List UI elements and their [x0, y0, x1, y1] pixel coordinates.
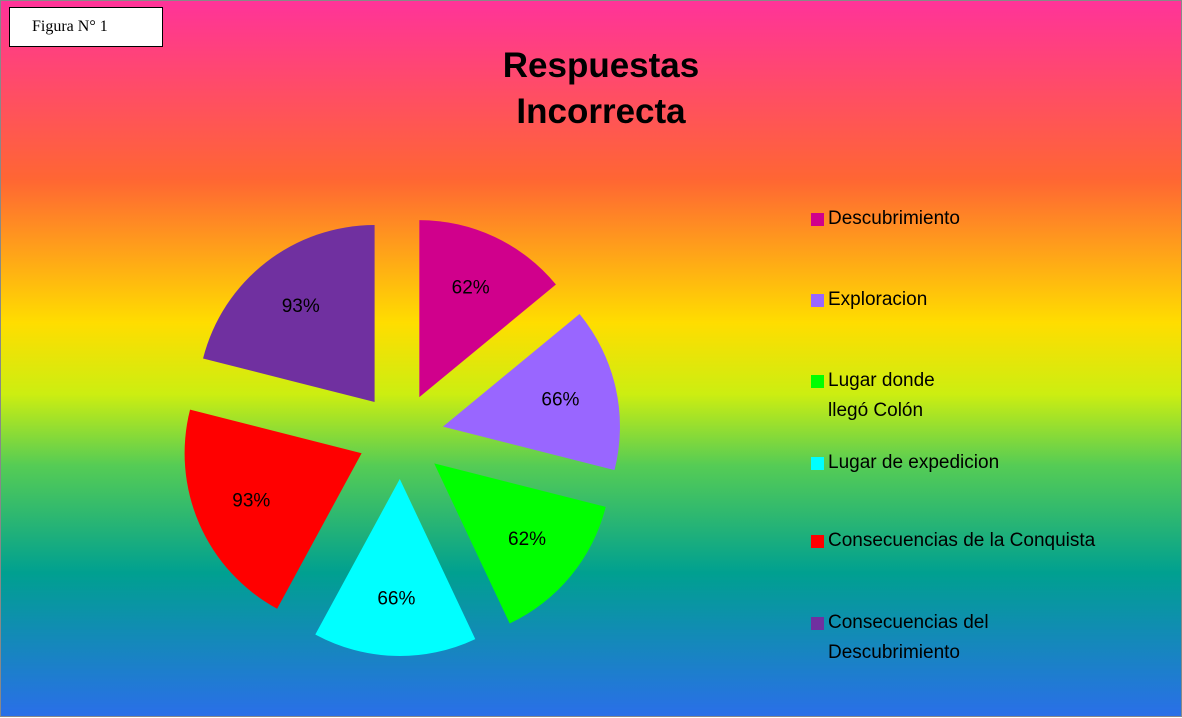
- legend-swatch: [811, 617, 824, 630]
- pie-slice: [419, 220, 556, 398]
- legend-swatch: [811, 294, 824, 307]
- chart-title: Respuestas Incorrecta: [502, 46, 700, 131]
- data-label: 66%: [541, 389, 579, 410]
- legend-label: Lugar donde llegó Colón: [828, 370, 935, 421]
- legend-label: Consecuencias del Descubrimiento: [828, 612, 989, 663]
- legend-label: Lugar de expedicion: [828, 452, 1000, 473]
- legend-item: Descubrimiento: [811, 204, 960, 234]
- legend-label: Exploracion: [828, 289, 928, 310]
- pie-slice: [434, 463, 606, 624]
- data-label: 93%: [282, 296, 320, 317]
- pie-slice: [315, 478, 476, 656]
- figure-label: Figura N° 1: [9, 7, 163, 47]
- pie-slice: [184, 409, 362, 609]
- legend-item: Consecuencias de la Conquista: [811, 526, 1095, 556]
- legend-swatch: [811, 535, 824, 548]
- data-label: 62%: [508, 529, 546, 550]
- legend-swatch: [811, 213, 824, 226]
- pie-slice: [442, 314, 620, 471]
- legend-swatch: [811, 375, 824, 388]
- legend-item: Exploracion: [811, 285, 927, 315]
- legend-label: Consecuencias de la Conquista: [828, 530, 1096, 551]
- legend-item: Lugar de expedicion: [811, 448, 999, 478]
- legend-item: Lugar donde llegó Colón: [811, 366, 958, 426]
- legend-label: Descubrimiento: [828, 208, 960, 229]
- data-label: 93%: [232, 490, 270, 511]
- legend-item: Consecuencias del Descubrimiento: [811, 608, 1038, 668]
- data-label: 62%: [452, 277, 490, 298]
- data-label: 66%: [377, 588, 415, 609]
- pie-slice: [203, 225, 375, 403]
- legend-swatch: [811, 457, 824, 470]
